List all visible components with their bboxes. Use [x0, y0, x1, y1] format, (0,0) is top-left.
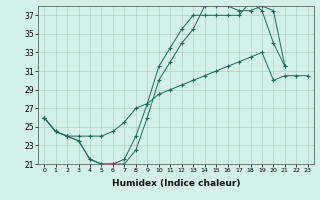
- X-axis label: Humidex (Indice chaleur): Humidex (Indice chaleur): [112, 179, 240, 188]
